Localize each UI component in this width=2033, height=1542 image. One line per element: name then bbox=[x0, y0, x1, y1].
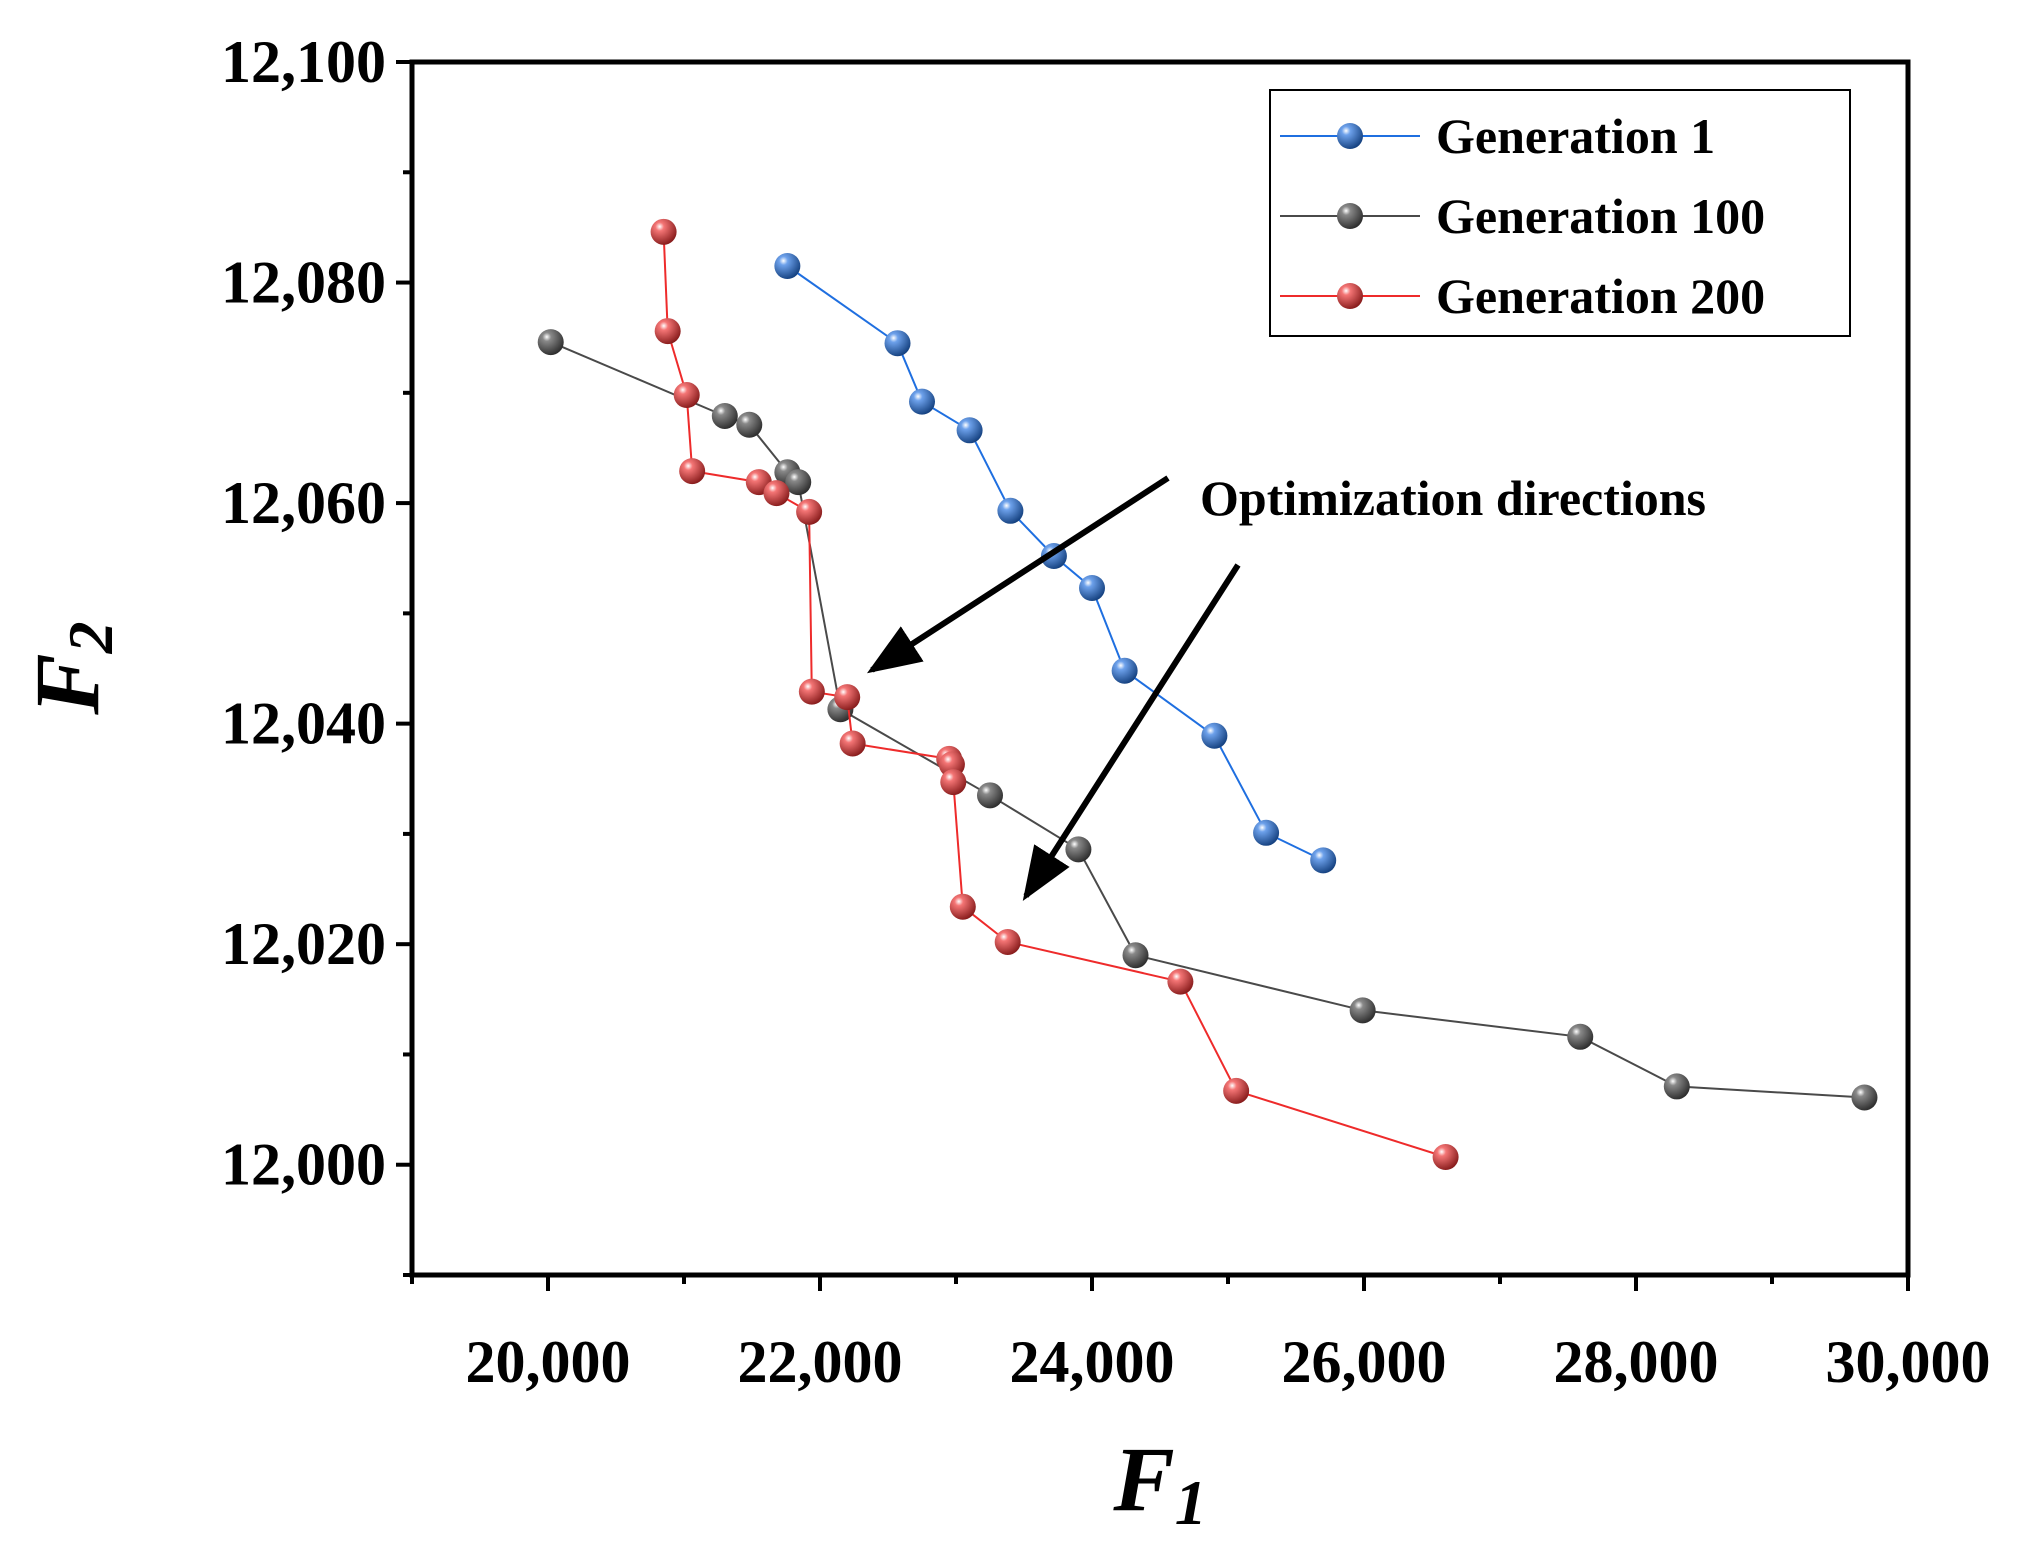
series-line bbox=[662, 231, 1446, 1158]
data-point bbox=[650, 218, 677, 245]
data-point bbox=[1310, 847, 1337, 874]
y-tick-label: 12,020 bbox=[221, 911, 386, 977]
data-point bbox=[1111, 657, 1138, 684]
x-axis-title-sub: 1 bbox=[1175, 1467, 1207, 1538]
x-axis-title-main: F bbox=[1112, 1428, 1174, 1530]
y-axis-title-main: F bbox=[16, 653, 118, 715]
data-point bbox=[1567, 1023, 1594, 1050]
data-point bbox=[1065, 836, 1092, 863]
data-point bbox=[909, 388, 935, 415]
data-point bbox=[654, 318, 681, 345]
data-point bbox=[994, 928, 1021, 955]
data-point bbox=[997, 497, 1024, 524]
series-line bbox=[550, 341, 1865, 1099]
data-point bbox=[1432, 1144, 1459, 1171]
data-point bbox=[949, 893, 976, 920]
y-tick-label: 12,100 bbox=[221, 29, 386, 95]
data-point bbox=[796, 498, 823, 525]
y-tick-label: 12,000 bbox=[221, 1132, 386, 1198]
x-tick-label: 20,000 bbox=[466, 1329, 631, 1395]
data-point bbox=[673, 382, 700, 409]
data-point bbox=[763, 480, 790, 507]
x-tick-label: 28,000 bbox=[1554, 1329, 1719, 1395]
legend: Generation 1 Generation 100 Generation 200 bbox=[1269, 89, 1851, 337]
x-tick-label: 24,000 bbox=[1010, 1329, 1175, 1395]
data-point bbox=[940, 769, 967, 796]
legend-label: Generation 1 bbox=[1436, 108, 1715, 164]
optimization-arrow bbox=[866, 475, 1170, 674]
data-point bbox=[711, 402, 738, 429]
data-point bbox=[1079, 575, 1105, 602]
data-point bbox=[1167, 968, 1194, 995]
y-axis-title-sub: 2 bbox=[55, 621, 126, 654]
legend-label: Generation 100 bbox=[1436, 188, 1765, 244]
annotation-layer: Optimization directions bbox=[866, 470, 1706, 902]
legend-marker bbox=[1337, 123, 1363, 149]
y-axis: 12,000 12,020 12,040 12,060 12,080 12,100 bbox=[221, 29, 412, 1277]
data-point bbox=[1663, 1073, 1690, 1100]
data-point bbox=[774, 253, 801, 280]
data-point bbox=[1851, 1084, 1878, 1111]
data-point bbox=[785, 469, 812, 496]
data-point bbox=[1223, 1077, 1250, 1104]
series-layer bbox=[537, 218, 1878, 1171]
data-point bbox=[884, 330, 911, 357]
legend-marker bbox=[1337, 283, 1363, 309]
y-tick-label: 12,040 bbox=[221, 691, 386, 757]
data-point bbox=[1201, 722, 1228, 749]
x-tick-label: 22,000 bbox=[738, 1329, 903, 1395]
data-point bbox=[798, 678, 825, 705]
legend-label: Generation 200 bbox=[1436, 268, 1765, 324]
optimization-arrow bbox=[1022, 563, 1241, 902]
data-point bbox=[679, 458, 706, 485]
data-point bbox=[956, 417, 983, 444]
data-point bbox=[839, 730, 866, 757]
x-axis: 20,000 22,000 24,000 26,000 28,000 30,000 bbox=[410, 1275, 1991, 1395]
annotation-text: Optimization directions bbox=[1200, 470, 1706, 526]
y-axis-title: F2 bbox=[16, 621, 126, 715]
x-axis-title: F1 bbox=[1112, 1428, 1206, 1538]
y-tick-label: 12,060 bbox=[221, 470, 386, 536]
legend-marker bbox=[1337, 203, 1363, 229]
data-point bbox=[1349, 997, 1376, 1024]
data-point bbox=[1253, 819, 1280, 846]
x-tick-label: 30,000 bbox=[1826, 1329, 1991, 1395]
data-point bbox=[1122, 942, 1149, 969]
data-point bbox=[736, 411, 763, 438]
x-tick-label: 26,000 bbox=[1282, 1329, 1447, 1395]
data-point bbox=[977, 782, 1003, 809]
data-point bbox=[834, 684, 861, 711]
y-tick-label: 12,080 bbox=[221, 250, 386, 316]
plot-area bbox=[409, 59, 1911, 1278]
data-point bbox=[537, 329, 564, 356]
